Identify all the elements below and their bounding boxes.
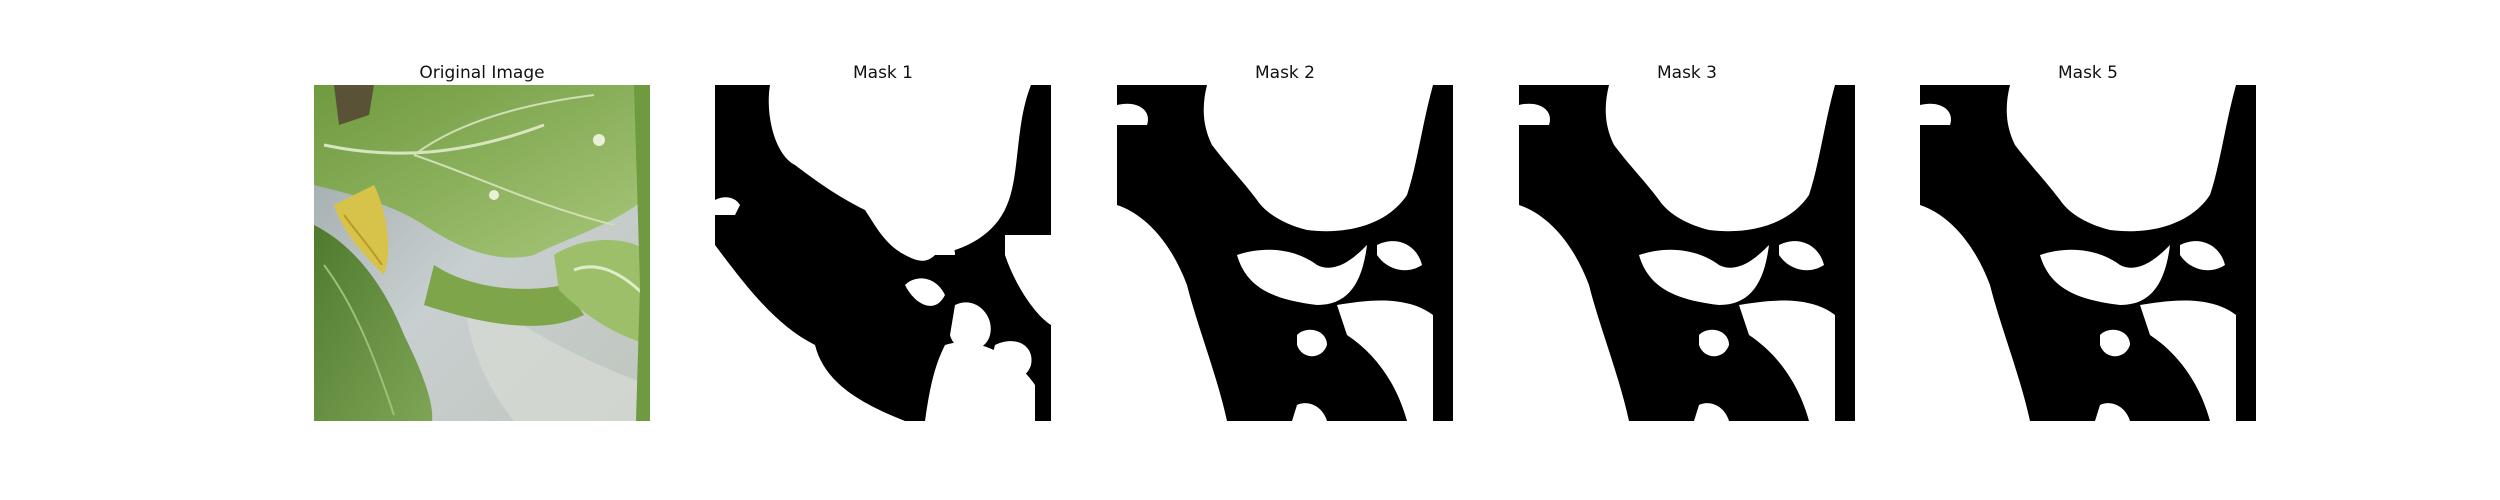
- mask-1-title: Mask 1: [852, 63, 913, 83]
- mask-5-image: [1920, 85, 2256, 421]
- original-image-title: Original Image: [419, 63, 545, 83]
- mask-3-image: [1519, 85, 1855, 421]
- mask-5-title: Mask 5: [2057, 63, 2118, 83]
- original-image: [314, 85, 650, 421]
- original-image-panel: Original Image: [314, 60, 650, 421]
- mask-2-panel: Mask 2: [1117, 60, 1453, 421]
- mask-5-panel: Mask 5: [1920, 60, 2256, 421]
- mask-3-panel: Mask 3: [1519, 60, 1855, 421]
- mask-1-image: [715, 85, 1051, 421]
- mask-3-title: Mask 3: [1656, 63, 1717, 83]
- mask-1-panel: Mask 1: [715, 60, 1051, 421]
- mask-2-image: [1117, 85, 1453, 421]
- mask-2-title: Mask 2: [1254, 63, 1315, 83]
